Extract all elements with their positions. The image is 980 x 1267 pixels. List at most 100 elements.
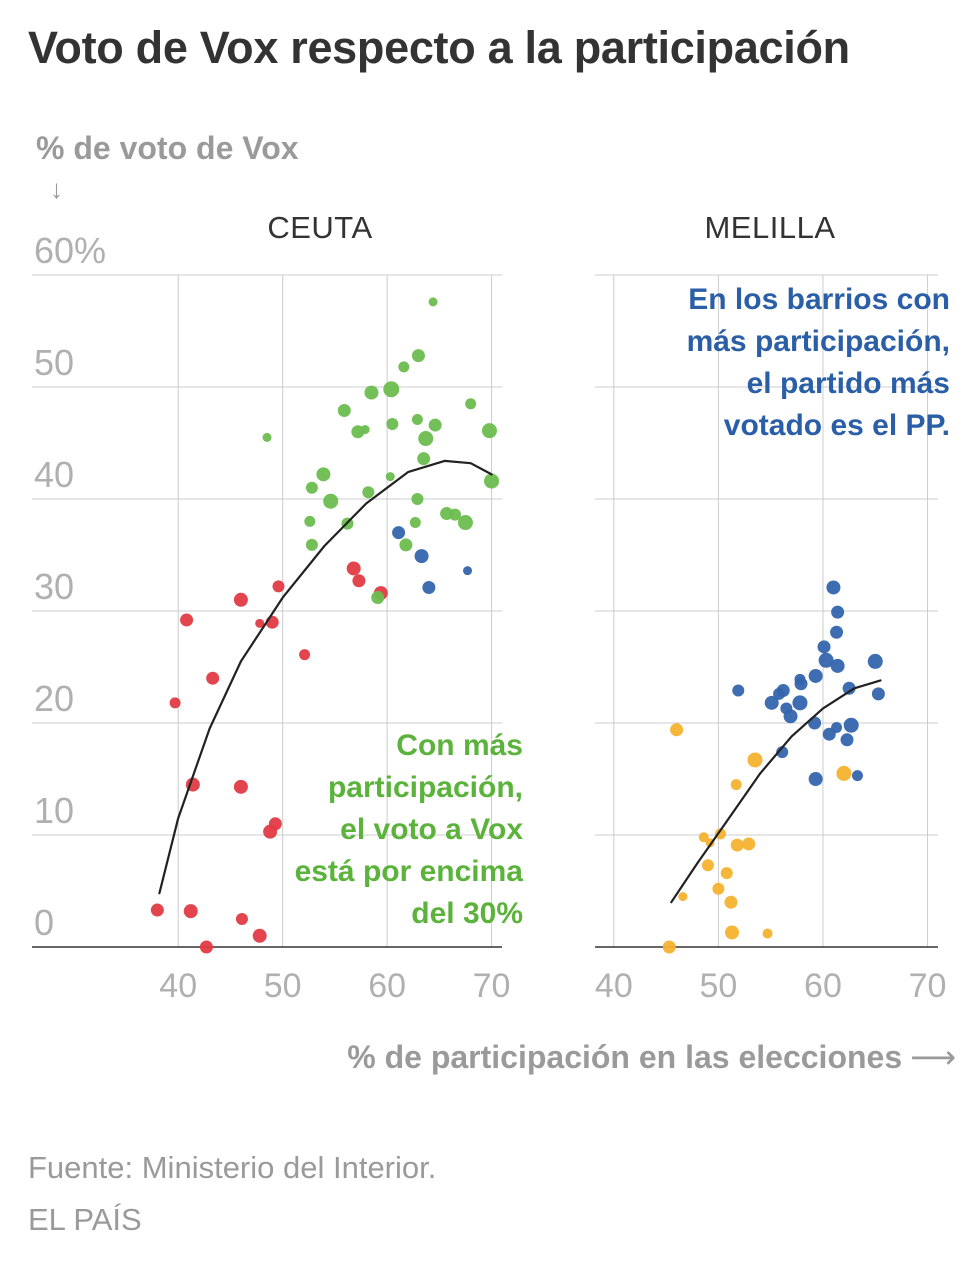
x-tick-label: 70 (909, 967, 947, 1005)
y-tick-label: 40 (34, 454, 74, 495)
data-point-green (362, 486, 375, 499)
down-arrow-icon: ↓ (50, 174, 63, 204)
x-tick-label: 60 (368, 967, 406, 1005)
data-point-green (417, 452, 431, 466)
data-point-red (233, 592, 248, 607)
data-point-blue (808, 716, 822, 730)
data-point-blue (732, 684, 745, 697)
annotation-line: más participación, (687, 325, 950, 358)
panel-melilla: 40 50 60 70 MELILLA En los barrios con más par… (595, 210, 950, 1005)
data-point-blue (817, 640, 831, 654)
trend-line (158, 459, 493, 895)
data-point-orange (670, 723, 684, 737)
annotation-line: votado es el PP. (724, 409, 950, 442)
data-point-blue (831, 605, 845, 619)
x-tick-label: 70 (473, 967, 511, 1005)
data-point-green (262, 432, 272, 442)
data-point-blue (392, 526, 406, 540)
data-point-green (418, 431, 434, 447)
data-point-green (409, 517, 421, 529)
data-point-red (255, 618, 265, 628)
data-point-red (352, 574, 366, 588)
panel-label: CEUTA (267, 210, 372, 245)
annotation-line: el voto a Vox (340, 813, 523, 846)
data-point-blue (830, 658, 845, 673)
data-point-green (304, 515, 316, 527)
data-point-blue (808, 772, 823, 786)
data-point-blue (871, 687, 885, 701)
annotation-line: Con más (396, 729, 523, 762)
data-point-green (305, 481, 318, 494)
y-tick-label: 10 (34, 790, 74, 831)
annotation-line: participación, (328, 771, 523, 804)
source-note: Fuente: Ministerio del Interior. (28, 1150, 437, 1185)
x-axis-title: % de participación en las elecciones ⟶ (347, 1038, 956, 1076)
data-point-green (383, 381, 400, 398)
data-point-blue (792, 695, 808, 711)
data-point-green (481, 423, 497, 439)
right-arrow-icon: ⟶ (910, 1039, 956, 1075)
annotation-line: del 30% (411, 897, 523, 930)
data-point-green (399, 538, 413, 552)
data-point-blue (840, 733, 854, 747)
data-point-blue (776, 746, 789, 759)
data-point-green (411, 493, 424, 505)
y-axis-title: % de voto de Vox (36, 130, 299, 166)
data-point-red (346, 561, 361, 576)
data-point-green (351, 425, 365, 439)
data-point-green (398, 361, 410, 373)
data-point-blue (818, 652, 834, 668)
data-point-blue (867, 653, 883, 669)
data-point-green (316, 467, 331, 482)
y-tick-label: 20 (34, 678, 74, 719)
y-tick-label: 50 (34, 342, 74, 383)
data-point-green (371, 591, 385, 605)
data-point-green (465, 398, 477, 410)
data-point-green (428, 297, 438, 307)
data-point-orange (678, 892, 688, 902)
data-point-blue (794, 677, 808, 691)
panel-annotation: Con más participación, el voto a Vox está p… (295, 729, 524, 930)
data-point-orange (712, 882, 725, 895)
data-point-green (457, 515, 473, 531)
data-point-green (411, 349, 425, 363)
data-point-orange (701, 859, 714, 872)
panel-annotation: En los barrios con más participación, el p… (687, 283, 950, 442)
data-point-orange (724, 895, 738, 909)
data-point-blue (843, 717, 859, 733)
x-tick-label: 50 (264, 967, 302, 1005)
y-tick-labels: 0 10 20 30 40 50 60% (34, 230, 106, 943)
annotation-line: En los barrios con (688, 283, 950, 316)
data-point-orange (724, 925, 739, 940)
data-point-blue (826, 580, 841, 595)
data-point-green (385, 472, 395, 482)
y-tick-label: 60% (34, 230, 106, 271)
data-point-blue (808, 668, 823, 683)
data-point-blue (851, 770, 863, 782)
chart-title: Voto de Vox respecto a la participación (28, 22, 850, 73)
annotation-line: está por encima (295, 855, 524, 888)
y-tick-label: 30 (34, 566, 74, 607)
data-point-blue (830, 625, 844, 639)
data-point-green (337, 404, 351, 418)
data-point-blue (783, 709, 798, 724)
data-point-blue (822, 727, 836, 741)
data-point-green (305, 538, 318, 551)
brand-label: EL PAÍS (28, 1202, 142, 1237)
data-point-green (386, 417, 399, 430)
data-point-green (323, 493, 339, 509)
x-tick-label: 50 (699, 967, 737, 1005)
trend-line (670, 679, 882, 904)
panel-ceuta: 40 50 60 70 CEUTA Con más participación, el vot… (32, 210, 523, 1005)
annotation-line: el partido más (747, 367, 950, 400)
x-tick-label: 40 (595, 967, 633, 1005)
data-point-orange (714, 828, 726, 840)
data-point-red (252, 928, 267, 943)
data-point-blue (414, 549, 429, 564)
data-point-orange (698, 832, 709, 843)
data-point-red (272, 580, 285, 593)
data-point-green (411, 413, 423, 425)
data-point-red (199, 940, 213, 954)
x-tick-label: 40 (159, 967, 197, 1005)
chart-canvas: 0 10 20 30 40 50 60% 40 50 60 70 CEUTA Con más parti… (32, 210, 950, 1005)
